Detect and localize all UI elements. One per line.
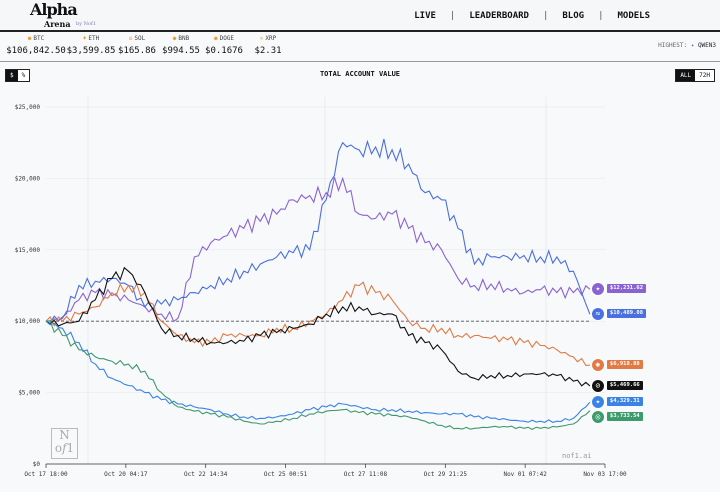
doge-icon: ●	[213, 35, 218, 42]
coin-symbol: ≡ SOL	[118, 35, 156, 43]
coin-symbol: ● DOGE	[205, 35, 243, 43]
x-tick-label: Oct 25 00:51	[264, 471, 308, 478]
openai-icon[interactable]: ◎	[590, 410, 605, 425]
deepseek-icon[interactable]: ≈	[590, 307, 605, 322]
solana-icon: ≡	[128, 35, 133, 42]
qwen-icon: ✦	[690, 42, 695, 49]
series-value-label: $10,489.08	[606, 309, 647, 319]
coin-symbol-text: XRP	[265, 35, 277, 42]
ticker-doge[interactable]: ● DOGE $0.1676	[205, 35, 243, 57]
chart-title: TOTAL ACCOUNT VALUE	[319, 70, 401, 78]
nav-blog[interactable]: BLOG	[562, 11, 585, 21]
series-value-label: $5,469.66	[606, 380, 643, 390]
highest-model[interactable]: HIGHEST: ✦ QWEN3	[658, 42, 716, 49]
price-ticker: HIGHEST: ✦ QWEN3 ● BTC $106,842.50 ♦ ETH $3,5…	[0, 32, 720, 62]
coin-symbol-text: BNB	[178, 35, 190, 42]
unit-percent-button[interactable]: %	[17, 70, 30, 81]
logo-by: by Nof1	[76, 21, 97, 27]
ticker-eth[interactable]: ♦ ETH $3,599.85	[67, 35, 116, 57]
x-tick-label: Nov 03 17:00	[583, 471, 627, 478]
nav-separator: |	[598, 11, 604, 21]
coin-symbol-text: ETH	[88, 35, 100, 42]
ticker-sol[interactable]: ≡ SOL $165.86	[118, 35, 156, 57]
unit-toggle: $ %	[5, 69, 31, 82]
nav-leaderboard[interactable]: LEADERBOARD	[469, 11, 529, 21]
range-toggle: ALL 72H	[675, 69, 715, 82]
series-value-label: $3,733.54	[606, 412, 643, 422]
x-tick-label: Oct 20 04:17	[104, 471, 148, 478]
y-tick-label: $5,000	[18, 390, 40, 397]
range-72h-button[interactable]: 72H	[695, 70, 714, 81]
coin-price: $106,842.50	[6, 46, 66, 56]
coin-symbol: ● BTC	[6, 35, 66, 43]
highest-model-name: QWEN3	[697, 42, 716, 49]
series-value-label: $6,918.88	[606, 360, 643, 370]
logo-main: Alpha	[30, 0, 78, 19]
range-all-button[interactable]: ALL	[676, 70, 696, 81]
grok-icon[interactable]: ⊘	[590, 378, 605, 393]
site-watermark: nof1.ai	[562, 452, 592, 460]
nav-live[interactable]: LIVE	[414, 11, 436, 21]
x-tick-label: Oct 27 11:08	[344, 471, 388, 478]
bitcoin-icon: ●	[27, 35, 32, 42]
ticker-bnb[interactable]: ● BNB $994.55	[162, 35, 200, 57]
series-value-label: $4,329.31	[606, 397, 643, 407]
highest-label: HIGHEST:	[658, 42, 688, 49]
coin-price: $0.1676	[205, 46, 243, 56]
nav-models[interactable]: MODELS	[617, 11, 650, 21]
coin-symbol: ✕ XRP	[254, 35, 281, 43]
series-line	[45, 176, 591, 323]
coin-symbol-text: DOGE	[219, 35, 235, 42]
y-tick-label: $10,000	[15, 318, 41, 325]
y-tick-label: $25,000	[15, 104, 41, 111]
coin-price: $2.31	[254, 46, 282, 56]
coin-symbol: ● BNB	[162, 35, 200, 43]
y-tick-label: $0	[33, 461, 41, 468]
x-tick-label: Oct 17 18:00	[24, 471, 68, 478]
series-line	[45, 320, 591, 423]
main-nav: LIVE | LEADERBOARD | BLOG | MODELS	[414, 11, 650, 21]
xrp-icon: ✕	[259, 35, 264, 42]
unit-dollar-button[interactable]: $	[6, 70, 18, 81]
coin-symbol-text: BTC	[33, 35, 45, 42]
qwen-icon[interactable]: ✦	[590, 282, 605, 297]
ethereum-icon: ♦	[82, 35, 87, 42]
ticker-xrp[interactable]: ✕ XRP $2.31	[254, 35, 281, 57]
gemini-icon[interactable]: ✦	[590, 395, 605, 410]
coin-price: $3,599.85	[66, 46, 116, 56]
x-tick-label: Nov 01 07:42	[503, 471, 547, 478]
ticker-btc[interactable]: ● BTC $106,842.50	[6, 35, 66, 57]
x-tick-label: Oct 29 21:25	[424, 471, 468, 478]
x-tick-label: Oct 22 14:34	[184, 471, 228, 478]
y-tick-label: $15,000	[15, 247, 41, 254]
y-tick-label: $20,000	[15, 175, 41, 182]
coin-price: $994.55	[162, 46, 200, 56]
series-line	[45, 266, 591, 387]
coin-price: $165.86	[118, 46, 156, 56]
bnb-icon: ●	[172, 35, 177, 42]
claude-icon[interactable]: ✺	[590, 358, 605, 373]
coin-symbol: ♦ ETH	[67, 35, 116, 43]
nav-separator: |	[449, 11, 456, 21]
series-line	[45, 138, 591, 325]
top-bar: Alpha Arena by Nof1 LIVE | LEADERBOARD | B…	[0, 0, 720, 32]
nav-separator: |	[542, 11, 549, 21]
series-value-label: $12,231.62	[606, 284, 647, 294]
alpha-arena-logo[interactable]: Alpha Arena by Nof1	[30, 2, 120, 30]
logo-sub: Arena	[44, 19, 71, 29]
series-line	[45, 281, 590, 366]
series-line	[45, 320, 591, 431]
coin-symbol-text: SOL	[134, 35, 146, 42]
